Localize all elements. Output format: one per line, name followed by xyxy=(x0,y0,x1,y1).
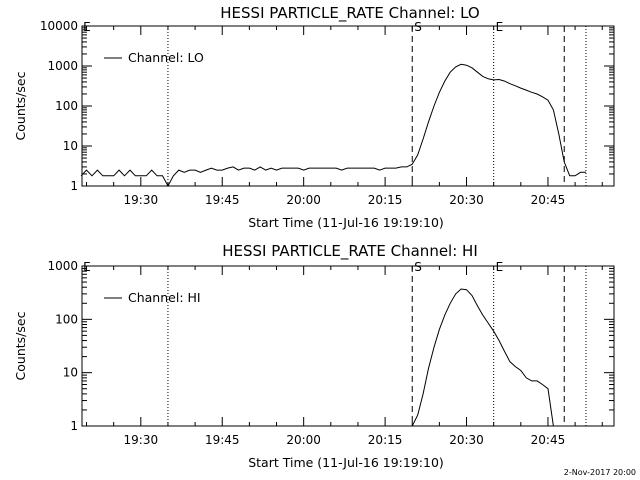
legend-label: Channel: HI xyxy=(128,290,201,305)
marker-label: S xyxy=(414,260,422,274)
series-line-lo xyxy=(80,63,586,188)
legend-label: Channel: LO xyxy=(128,50,204,65)
y-axis-ticks: 1 10 100 1000 10000 xyxy=(40,19,614,193)
x-axis-ticks: 19:30 19:45 20:00 20:15 20:30 20:45 xyxy=(86,266,603,447)
chart-title: HESSI PARTICLE_RATE Channel: HI xyxy=(222,242,478,261)
y-tick-label: 1 xyxy=(70,179,78,193)
series-line-hi xyxy=(411,288,554,427)
y-tick-label: 1 xyxy=(70,419,78,433)
x-tick-label: 19:45 xyxy=(205,193,240,207)
y-axis-label: Counts/sec xyxy=(13,71,28,140)
event-markers: ESE xyxy=(83,20,587,186)
x-tick-label: 20:45 xyxy=(531,433,566,447)
marker-label: S xyxy=(414,20,422,34)
x-tick-label: 20:30 xyxy=(449,193,484,207)
y-axis-ticks: 1 10 100 1000 xyxy=(47,259,614,433)
x-tick-label: 20:30 xyxy=(449,433,484,447)
x-axis-label: Start Time (11-Jul-16 19:19:10) xyxy=(248,215,444,230)
y-tick-label: 10 xyxy=(63,366,78,380)
x-tick-label: 19:30 xyxy=(124,193,159,207)
marker-label: E xyxy=(496,20,504,34)
x-tick-label: 20:15 xyxy=(368,433,403,447)
y-tick-label: 100 xyxy=(55,99,78,113)
x-tick-label: 19:45 xyxy=(205,433,240,447)
x-axis-label: Start Time (11-Jul-16 19:19:10) xyxy=(248,455,444,470)
chart-title: HESSI PARTICLE_RATE Channel: LO xyxy=(220,4,479,23)
marker-label: E xyxy=(496,260,504,274)
event-markers: ESE xyxy=(83,260,587,426)
x-tick-label: 20:00 xyxy=(286,433,321,447)
y-tick-label: 100 xyxy=(55,312,78,326)
x-tick-label: 20:00 xyxy=(286,193,321,207)
y-tick-label: 1000 xyxy=(47,259,78,273)
y-tick-label: 10 xyxy=(63,139,78,153)
x-tick-label: 20:15 xyxy=(368,193,403,207)
y-axis-label: Counts/sec xyxy=(13,311,28,380)
generation-timestamp: 2-Nov-2017 20:00 xyxy=(564,468,636,477)
y-tick-label: 10000 xyxy=(40,19,78,33)
x-axis-ticks: 19:30 19:45 20:00 20:15 20:30 20:45 xyxy=(86,26,603,207)
plot-frame xyxy=(81,265,615,427)
lo-channel-panel: HESSI PARTICLE_RATE Channel: LO ESE 1101… xyxy=(13,4,615,230)
x-tick-label: 19:30 xyxy=(124,433,159,447)
hi-channel-panel: HESSI PARTICLE_RATE Channel: HI ESE 1101… xyxy=(13,242,615,470)
x-tick-label: 20:45 xyxy=(531,193,566,207)
y-tick-label: 1000 xyxy=(47,59,78,73)
